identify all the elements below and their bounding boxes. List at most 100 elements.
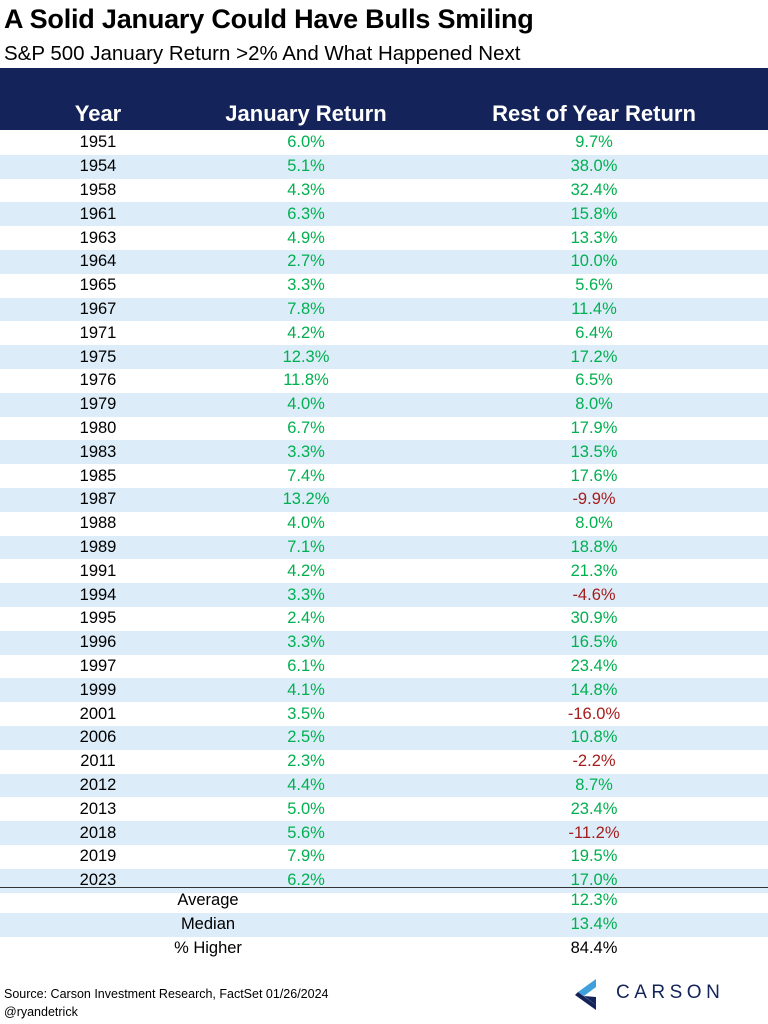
rest-of-year-return-cell: -9.9%	[572, 490, 616, 509]
january-return-cell: 2.3%	[287, 752, 325, 771]
year-cell: 1967	[79, 299, 117, 318]
table-row: 1958 4.3% 32.4%	[0, 179, 768, 203]
table-row: 2012 4.4% 8.7%	[0, 773, 768, 798]
year-cell: 2012	[79, 775, 117, 794]
table-row: 1951 6.0% 9.7%	[0, 131, 768, 155]
table-row: 2013 5.0% 23.4%	[0, 797, 768, 821]
summary-value: 84.4%	[570, 938, 618, 957]
year-cell: 1951	[79, 133, 117, 152]
rest-of-year-return-cell: 8.0%	[575, 514, 613, 533]
table-row: 1994 3.3% -4.6%	[0, 583, 768, 607]
january-return-cell: 2.5%	[287, 728, 325, 747]
january-return-cell: 6.3%	[287, 204, 325, 223]
january-return-cell: 12.3%	[282, 347, 330, 366]
rest-of-year-return-cell: 16.5%	[570, 633, 618, 652]
january-return-cell: 3.3%	[287, 633, 325, 652]
column-header-year: Year	[74, 101, 122, 126]
january-return-cell: 4.2%	[287, 323, 325, 342]
carson-logo-text: CARSON	[616, 982, 725, 1003]
table-row: 1975 12.3% 17.2%	[0, 345, 768, 369]
rest-of-year-return-cell: 13.3%	[570, 228, 618, 247]
january-return-cell: 2.7%	[287, 252, 325, 271]
rest-of-year-return-cell: 21.3%	[570, 561, 618, 580]
summary-divider	[0, 887, 768, 888]
table-row: 1996 3.3% 16.5%	[0, 630, 768, 655]
january-return-cell: 11.8%	[283, 371, 329, 390]
rest-of-year-return-cell: -11.2%	[568, 823, 620, 842]
summary-row: Median 13.4%	[0, 912, 768, 937]
january-return-cell: 5.6%	[287, 823, 325, 842]
rest-of-year-return-cell: 14.8%	[570, 680, 618, 699]
year-cell: 1980	[79, 418, 117, 437]
january-return-cell: 4.1%	[287, 680, 325, 699]
year-cell: 1979	[79, 395, 117, 414]
year-cell: 1983	[79, 442, 117, 461]
table-header-band	[0, 68, 768, 130]
january-return-cell: 7.4%	[287, 466, 325, 485]
summary-label: Average	[177, 891, 239, 910]
january-return-cell: 4.3%	[287, 180, 325, 199]
year-cell: 1985	[79, 466, 117, 485]
rest-of-year-return-cell: 8.7%	[575, 775, 613, 794]
table-row: 2023 6.2% 17.0%	[0, 868, 768, 893]
year-cell: 1997	[79, 656, 117, 675]
table-row: 1988 4.0% 8.0%	[0, 512, 768, 536]
table-row: 1987 13.2% -9.9%	[0, 488, 768, 512]
rest-of-year-return-cell: 18.8%	[570, 537, 618, 556]
year-cell: 2001	[79, 704, 117, 723]
january-return-cell: 3.5%	[287, 704, 325, 723]
rest-of-year-return-cell: 17.2%	[570, 347, 618, 366]
rest-of-year-return-cell: 23.4%	[570, 656, 618, 675]
january-return-cell: 6.2%	[287, 871, 325, 890]
year-cell: 1988	[79, 514, 117, 533]
table-row: 1991 4.2% 21.3%	[0, 559, 768, 583]
rest-of-year-return-cell: 6.5%	[575, 371, 613, 390]
author-handle: @ryandetrick	[4, 1005, 78, 1019]
rest-of-year-return-cell: 15.8%	[570, 204, 618, 223]
rest-of-year-return-cell: 23.4%	[570, 799, 618, 818]
year-cell: 1961	[79, 204, 117, 223]
table-row: 1985 7.4% 17.6%	[0, 464, 768, 488]
january-return-cell: 4.2%	[287, 561, 325, 580]
rest-of-year-return-cell: 5.6%	[575, 276, 613, 295]
table-row: 1954 5.1% 38.0%	[0, 154, 768, 179]
january-return-cell: 3.3%	[287, 585, 325, 604]
summary-value: 12.3%	[570, 891, 618, 910]
table-row: 2019 7.9% 19.5%	[0, 845, 768, 869]
rest-of-year-return-cell: 11.4%	[571, 299, 617, 318]
table-row: 1967 7.8% 11.4%	[0, 297, 768, 322]
year-cell: 1989	[79, 537, 117, 556]
carson-chevron-logo-icon	[575, 979, 596, 1010]
january-return-cell: 5.1%	[287, 157, 325, 176]
january-return-cell: 7.1%	[287, 537, 325, 556]
rest-of-year-return-cell: 13.5%	[570, 442, 618, 461]
rest-of-year-return-cell: 19.5%	[570, 847, 618, 866]
column-header-rest-of-year-return: Rest of Year Return	[492, 101, 696, 126]
table-row: 1980 6.7% 17.9%	[0, 417, 768, 441]
chart-title: A Solid January Could Have Bulls Smiling	[4, 4, 534, 34]
january-return-cell: 4.9%	[287, 228, 325, 247]
year-cell: 2011	[80, 752, 116, 771]
year-cell: 1975	[79, 347, 117, 366]
table-row: 2006 2.5% 10.8%	[0, 726, 768, 750]
table-row: 2011 2.3% -2.2%	[0, 750, 768, 774]
rest-of-year-return-cell: -16.0%	[567, 704, 621, 723]
table-row: 2001 3.5% -16.0%	[0, 702, 768, 726]
rest-of-year-return-cell: 30.9%	[570, 609, 618, 628]
rest-of-year-return-cell: 17.6%	[570, 466, 618, 485]
summary-label: Median	[180, 915, 236, 934]
year-cell: 1958	[79, 180, 117, 199]
year-cell: 2006	[79, 728, 117, 747]
rest-of-year-return-cell: 17.0%	[570, 871, 618, 890]
summary-value: 13.4%	[570, 915, 618, 934]
table-row: 1965 3.3% 5.6%	[0, 274, 768, 298]
table-row: 2018 5.6% -11.2%	[0, 821, 768, 845]
rest-of-year-return-cell: 38.0%	[570, 157, 618, 176]
rest-of-year-return-cell: 8.0%	[575, 395, 613, 414]
year-cell: 1995	[79, 609, 117, 628]
rest-of-year-return-cell: 10.8%	[570, 728, 618, 747]
table-row: 1961 6.3% 15.8%	[0, 202, 768, 227]
table-row: 1963 4.9% 13.3%	[0, 226, 768, 250]
table-row: 1976 11.8% 6.5%	[0, 369, 768, 393]
january-return-cell: 3.3%	[287, 442, 325, 461]
